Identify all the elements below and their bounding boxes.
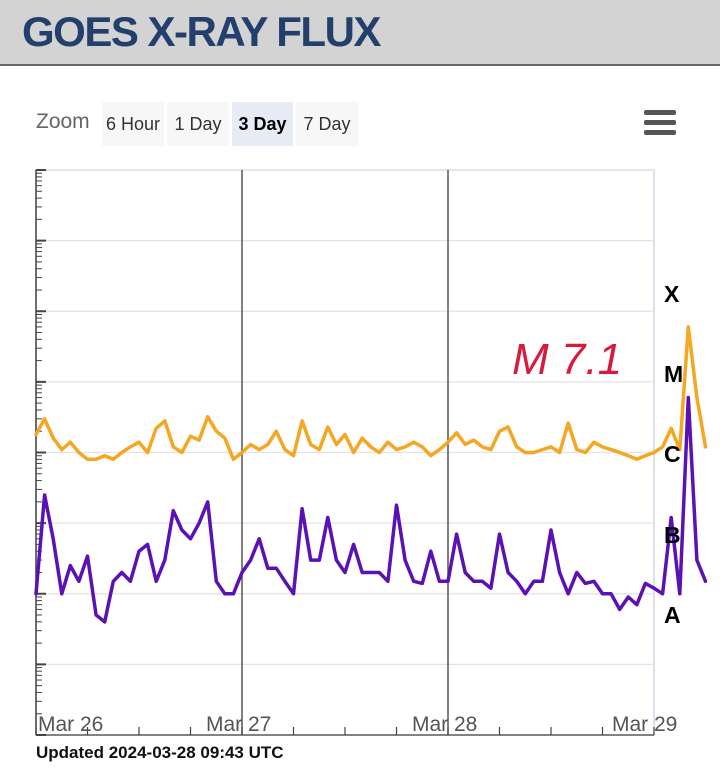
class-label-b: B <box>664 522 681 548</box>
class-label-m: M <box>664 361 684 387</box>
updated-timestamp: Updated 2024-03-28 09:43 UTC <box>36 743 284 762</box>
zoom-7-day-button[interactable]: 7 Day <box>296 102 358 146</box>
class-label-x: X <box>664 281 680 307</box>
class-label-c: C <box>664 441 681 467</box>
zoom-6-hour-button[interactable]: 6 Hour <box>102 102 164 146</box>
xtick-label-mar28: Mar 28 <box>412 713 478 736</box>
flux-series-line-1 <box>34 395 708 624</box>
xtick-label-mar27: Mar 27 <box>206 713 272 736</box>
page-header: GOES X-RAY FLUX <box>0 0 720 66</box>
zoom-3-day-button[interactable]: 3 Day <box>232 102 293 146</box>
hamburger-menu-icon[interactable] <box>640 106 680 142</box>
xtick-label-mar26: Mar 26 <box>38 713 104 736</box>
flux-series-line-0 <box>34 325 708 462</box>
page-title: GOES X-RAY FLUX <box>22 8 381 55</box>
zoom-1-day-button[interactable]: 1 Day <box>167 102 229 146</box>
xtick-label-mar29: Mar 29 <box>612 713 678 736</box>
class-label-a: A <box>664 602 681 628</box>
flare-annotation-label: M 7.1 <box>512 335 622 384</box>
zoom-label: Zoom <box>36 110 90 133</box>
